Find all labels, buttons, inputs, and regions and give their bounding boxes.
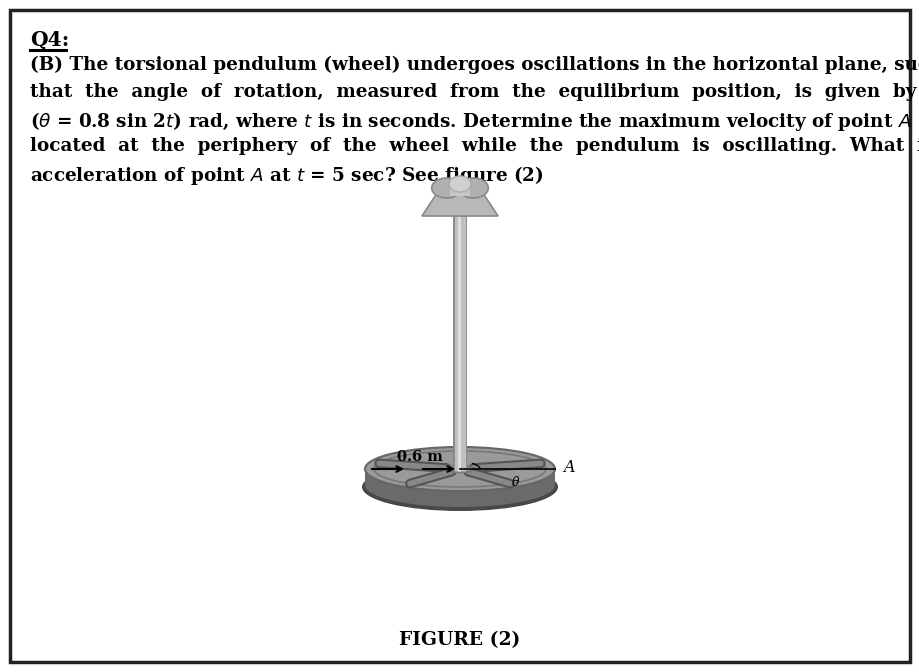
Text: A: A — [562, 460, 573, 476]
FancyBboxPatch shape — [10, 10, 909, 662]
Polygon shape — [422, 194, 497, 216]
Polygon shape — [365, 469, 554, 507]
Ellipse shape — [365, 447, 554, 491]
Text: 0.6 m: 0.6 m — [397, 450, 442, 464]
Text: ($\theta$ = 0.8 sin 2$t$) rad, where $t$ is in seconds. Determine the maximum ve: ($\theta$ = 0.8 sin 2$t$) rad, where $t$… — [30, 110, 911, 133]
Text: acceleration of point $A$ at $t$ = 5 sec? See figure (2): acceleration of point $A$ at $t$ = 5 sec… — [30, 164, 543, 187]
Ellipse shape — [458, 178, 488, 198]
Text: Q4:: Q4: — [30, 30, 69, 50]
Ellipse shape — [431, 178, 461, 198]
Ellipse shape — [446, 466, 473, 472]
Ellipse shape — [361, 463, 558, 511]
Ellipse shape — [448, 176, 471, 192]
Text: (B) The torsional pendulum (wheel) undergoes oscillations in the horizontal plan: (B) The torsional pendulum (wheel) under… — [30, 56, 919, 74]
Text: θ: θ — [511, 476, 518, 489]
Text: that  the  angle  of  rotation,  measured  from  the  equilibrium  position,  is: that the angle of rotation, measured fro… — [30, 83, 915, 101]
Text: FIGURE (2): FIGURE (2) — [399, 631, 520, 649]
FancyBboxPatch shape — [449, 178, 470, 196]
Text: located  at  the  periphery  of  the  wheel  while  the  pendulum  is  oscillati: located at the periphery of the wheel wh… — [30, 137, 919, 155]
